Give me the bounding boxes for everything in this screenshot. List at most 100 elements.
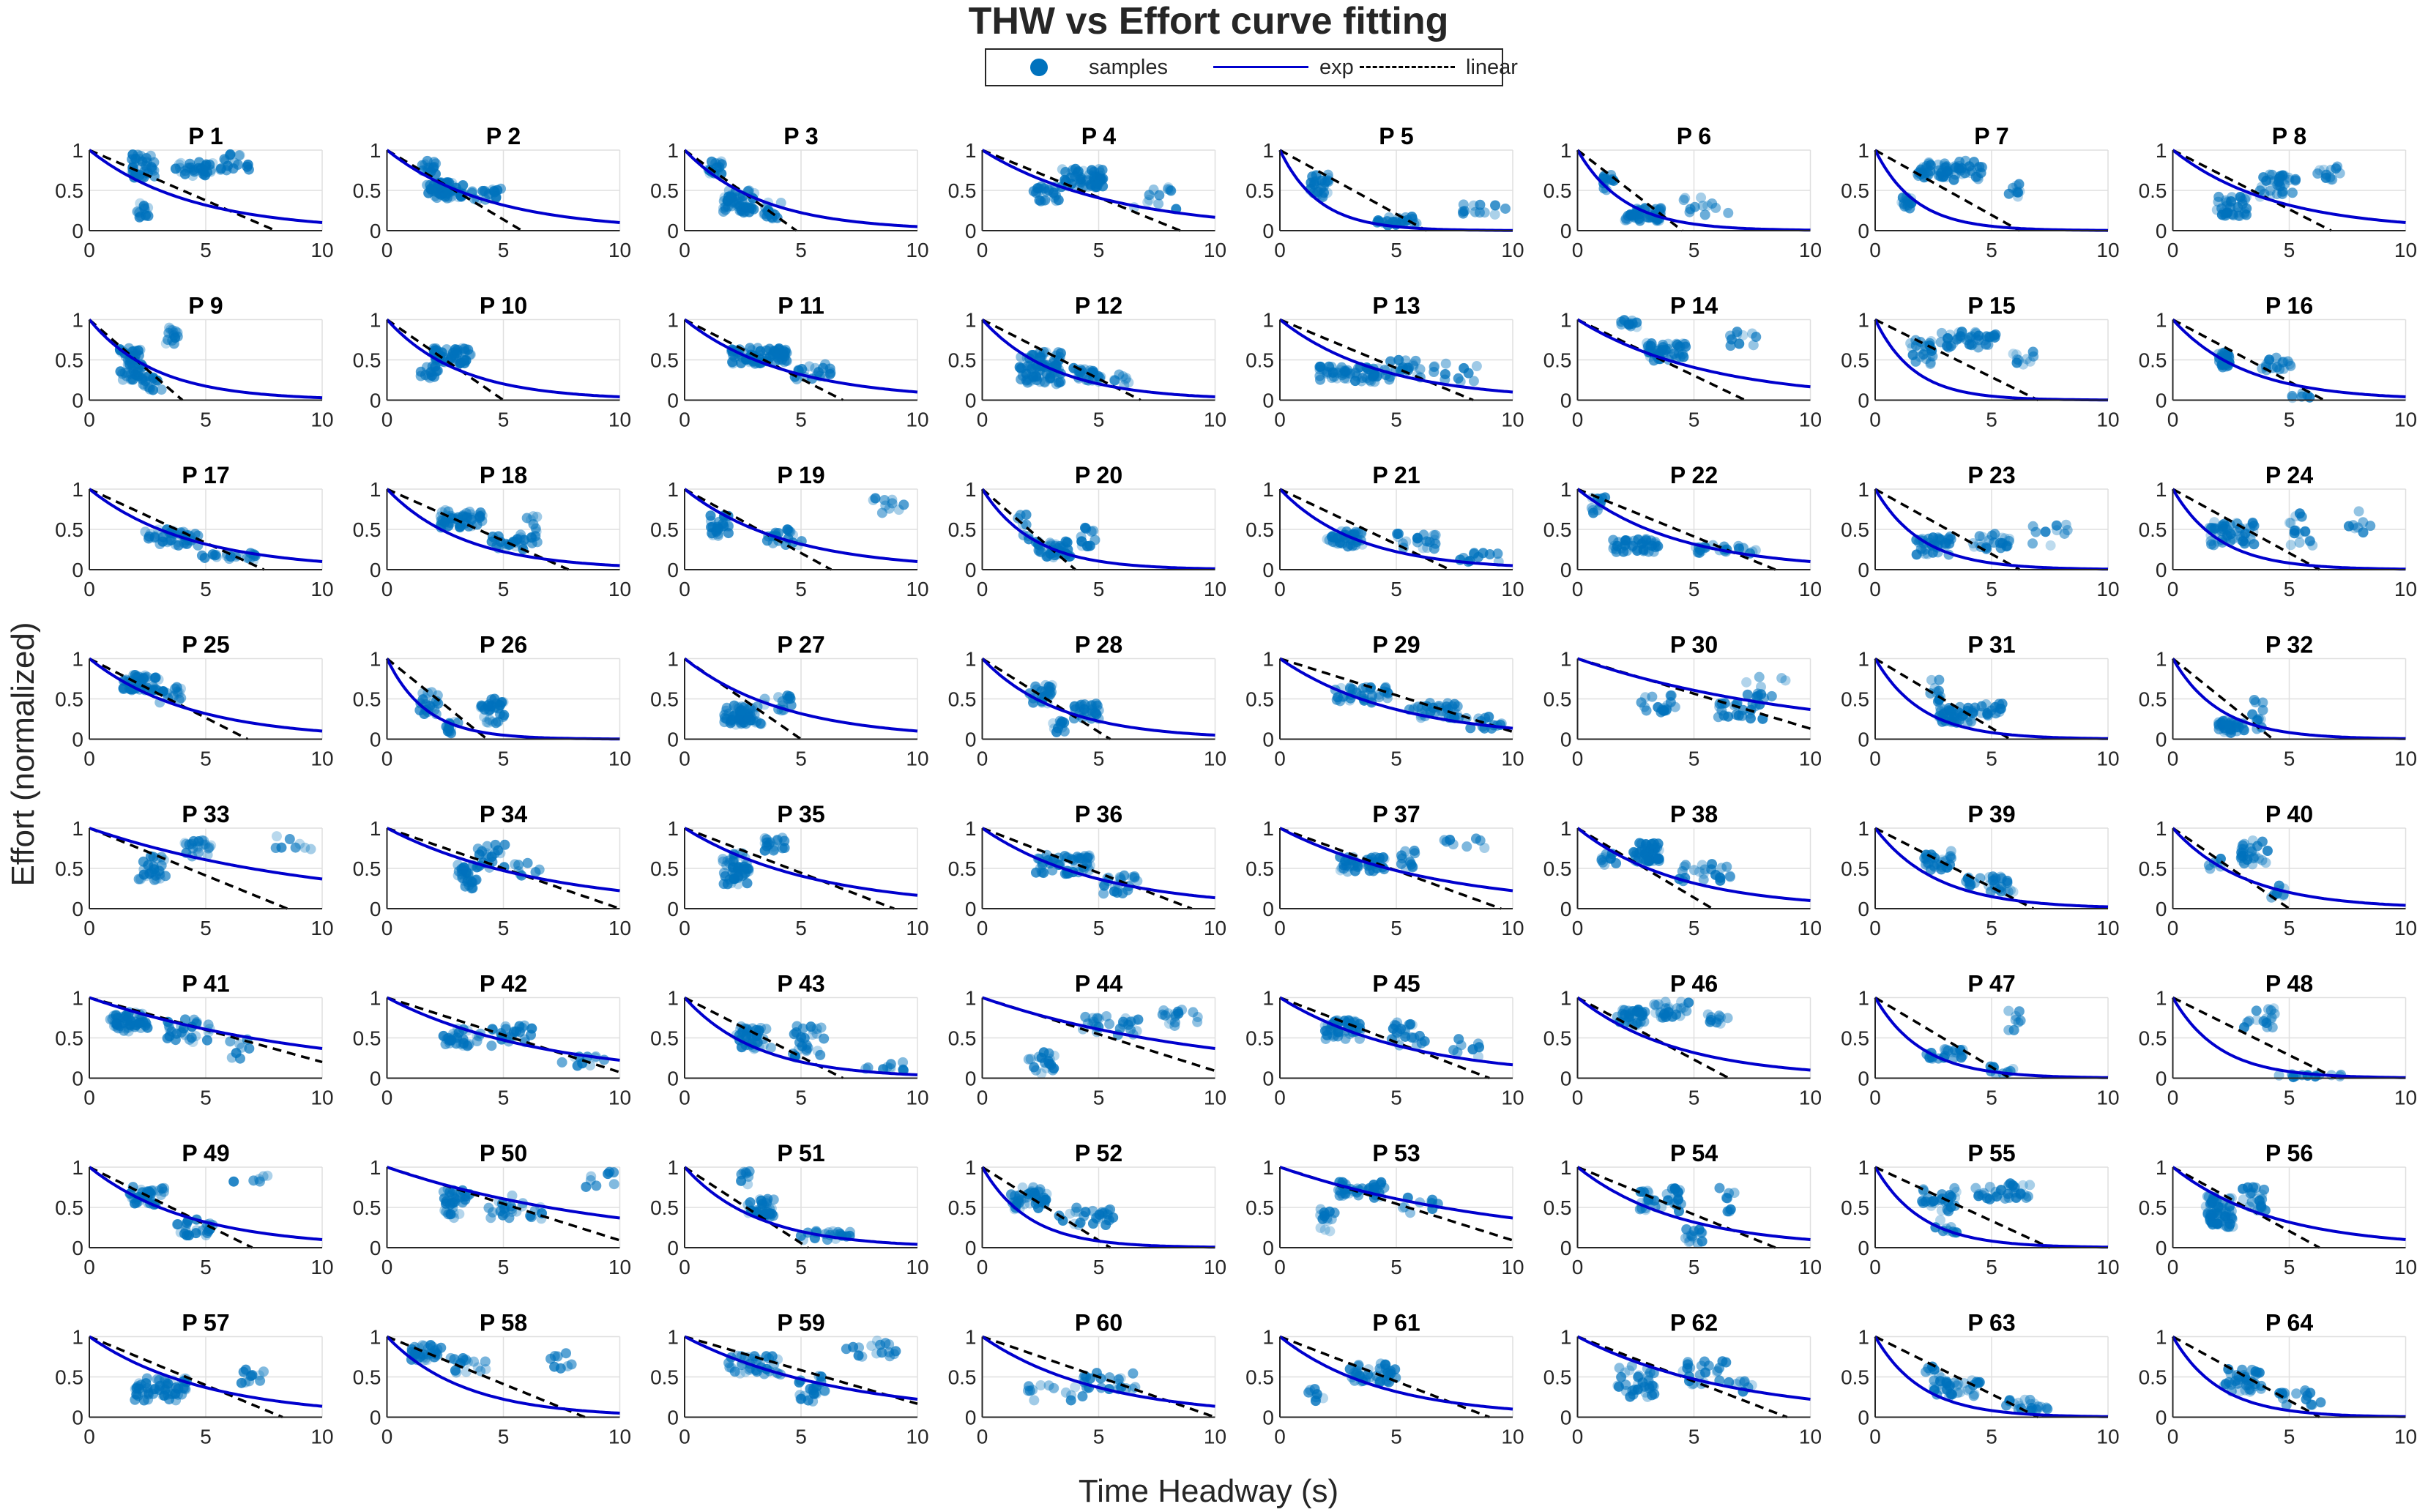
panel-title: P 42 — [480, 971, 527, 997]
sample-point — [234, 150, 245, 161]
y-tick-label: 0 — [2156, 220, 2167, 242]
sample-point — [2290, 174, 2301, 185]
x-tick-label: 0 — [977, 1256, 988, 1278]
sample-point — [1672, 339, 1683, 350]
y-tick-label: 1 — [667, 478, 679, 501]
sample-point — [1945, 706, 1956, 717]
sample-point — [705, 515, 716, 526]
sample-point — [1721, 861, 1732, 872]
y-tick-label: 0 — [1262, 390, 1274, 412]
x-tick-label: 5 — [795, 1087, 807, 1109]
x-tick-label: 0 — [2167, 578, 2179, 600]
panel-title: P 5 — [1379, 123, 1413, 149]
x-tick-label: 0 — [83, 239, 95, 261]
exp-fit-curve — [683, 318, 918, 394]
x-tick-label: 0 — [679, 1256, 690, 1278]
y-tick-label: 1 — [370, 478, 381, 501]
y-tick-label: 0.5 — [55, 688, 83, 711]
sample-point — [1914, 343, 1925, 354]
y-tick-label: 1 — [1858, 648, 1869, 671]
sample-point — [173, 1389, 184, 1400]
sample-point — [1964, 168, 1975, 179]
sample-point — [179, 838, 190, 849]
y-tick-label: 1 — [72, 478, 83, 501]
sample-point — [2213, 191, 2224, 202]
y-tick-label: 1 — [1560, 1156, 1572, 1179]
sample-point — [1088, 170, 1099, 181]
y-tick-label: 0.5 — [353, 857, 381, 880]
sample-point — [742, 863, 753, 874]
sample-point — [1328, 1031, 1339, 1042]
sample-point — [1780, 675, 1791, 686]
sample-point — [782, 524, 793, 535]
sample-point — [1463, 368, 1474, 379]
y-tick-label: 1 — [667, 817, 679, 840]
sample-point — [2290, 525, 2301, 536]
sample-point — [723, 520, 734, 531]
sample-point — [1148, 185, 1159, 195]
sample-point — [755, 346, 766, 357]
sample-point — [759, 833, 770, 843]
sample-point — [144, 531, 154, 542]
sample-point — [1981, 699, 1992, 710]
y-tick-label: 0 — [72, 390, 83, 412]
sample-point — [420, 159, 431, 170]
y-tick-label: 1 — [72, 987, 83, 1010]
y-tick-label: 0.5 — [353, 1196, 381, 1219]
sample-point — [202, 1227, 213, 1238]
y-tick-label: 0.5 — [1841, 688, 1869, 711]
sample-point — [719, 192, 730, 203]
y-tick-label: 0.5 — [353, 518, 381, 541]
sample-point — [1669, 701, 1680, 712]
sample-point — [504, 1213, 515, 1224]
y-tick-label: 1 — [370, 139, 381, 162]
sample-point — [530, 523, 541, 534]
sample-point — [1641, 855, 1652, 866]
sample-point — [1163, 182, 1174, 193]
y-tick-label: 0 — [370, 1068, 381, 1090]
panel-title: P 32 — [2265, 632, 2313, 658]
sample-point — [2220, 210, 2231, 221]
sample-point — [1987, 871, 1998, 882]
x-tick-label: 0 — [381, 409, 393, 431]
sample-point — [126, 368, 137, 379]
sample-point — [2202, 1209, 2213, 1220]
panel-title: P 21 — [1372, 462, 1420, 488]
y-tick-label: 0.5 — [948, 518, 977, 541]
sample-point — [458, 864, 469, 875]
legend-samples-marker — [1030, 59, 1048, 76]
sample-point — [1484, 549, 1495, 560]
sample-point — [1319, 1210, 1330, 1221]
panel-title: P 33 — [182, 801, 229, 827]
sample-point — [820, 359, 831, 370]
sample-point — [123, 1026, 134, 1037]
y-tick-label: 1 — [667, 1156, 679, 1179]
x-tick-label: 0 — [1572, 1087, 1584, 1109]
sample-point — [1392, 529, 1403, 540]
sample-point — [1336, 362, 1347, 373]
x-tick-label: 10 — [2096, 748, 2119, 770]
y-tick-label: 0 — [370, 898, 381, 920]
sample-point — [132, 206, 143, 217]
sample-point — [211, 551, 222, 562]
x-tick-label: 10 — [2096, 239, 2119, 261]
sample-point — [248, 1175, 259, 1186]
sample-point — [1733, 710, 1744, 721]
x-tick-label: 10 — [2394, 917, 2417, 939]
sample-point — [2214, 1202, 2225, 1213]
y-tick-label: 1 — [1858, 309, 1869, 332]
sample-point — [2250, 697, 2261, 708]
x-tick-label: 10 — [1799, 1087, 1822, 1109]
y-tick-label: 0.5 — [55, 1196, 83, 1219]
x-tick-label: 5 — [2284, 917, 2295, 939]
x-tick-label: 0 — [381, 1256, 393, 1278]
y-tick-label: 0 — [1858, 898, 1869, 920]
